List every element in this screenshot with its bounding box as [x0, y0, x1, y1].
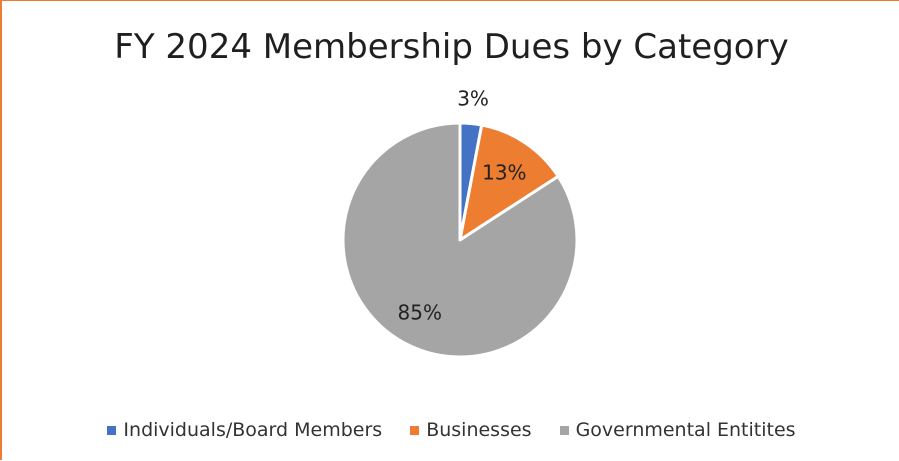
legend-swatch-individuals	[107, 425, 117, 435]
pie-slice-businesses	[458, 123, 560, 242]
chart-title: FY 2024 Membership Dues by Category	[114, 27, 789, 67]
legend-swatch-governmental	[559, 425, 569, 435]
legend-item-businesses: Businesses	[410, 419, 532, 441]
legend-label-individuals: Individuals/Board Members	[123, 419, 383, 441]
legend-item-governmental: Governmental Entitites	[559, 419, 796, 441]
pie-slice-governmental	[341, 121, 579, 359]
legend-swatch-businesses	[410, 425, 420, 435]
legend-label-businesses: Businesses	[426, 419, 532, 441]
data-label-businesses: 13%	[482, 160, 526, 184]
data-label-governmental: 85%	[398, 301, 442, 325]
legend-label-governmental: Governmental Entitites	[575, 419, 796, 441]
legend-item-individuals: Individuals/Board Members	[107, 419, 382, 441]
chart-legend: Individuals/Board Members Businesses Gov…	[2, 419, 899, 441]
data-label-individuals: 3%	[457, 87, 489, 111]
